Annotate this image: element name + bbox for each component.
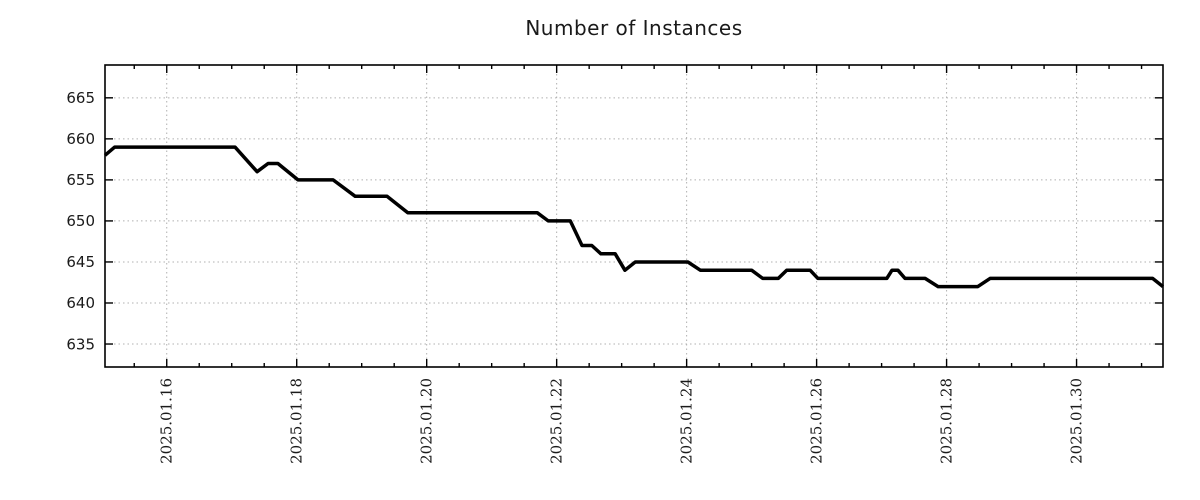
y-tick-label: 635	[66, 335, 95, 353]
y-tick-label: 650	[66, 212, 95, 230]
x-tick-label: 2025.01.26	[808, 378, 826, 464]
series-line-instances	[103, 145, 1165, 289]
x-tick-label: 2025.01.30	[1068, 378, 1086, 464]
x-tick-label: 2025.01.16	[158, 378, 176, 464]
x-tick-label: 2025.01.18	[288, 378, 306, 464]
chart-title: Number of Instances	[525, 16, 743, 40]
y-tick-label: 665	[66, 89, 95, 107]
y-tick-label: 660	[66, 130, 95, 148]
x-tick-label: 2025.01.24	[678, 378, 696, 464]
x-tick-label: 2025.01.22	[548, 378, 566, 464]
x-tick-label: 2025.01.20	[418, 378, 436, 464]
y-tick-label: 645	[66, 253, 95, 271]
x-tick-label: 2025.01.28	[938, 378, 956, 464]
plot-border	[104, 64, 1164, 368]
y-tick-label: 655	[66, 171, 95, 189]
y-tick-label: 640	[66, 294, 95, 312]
